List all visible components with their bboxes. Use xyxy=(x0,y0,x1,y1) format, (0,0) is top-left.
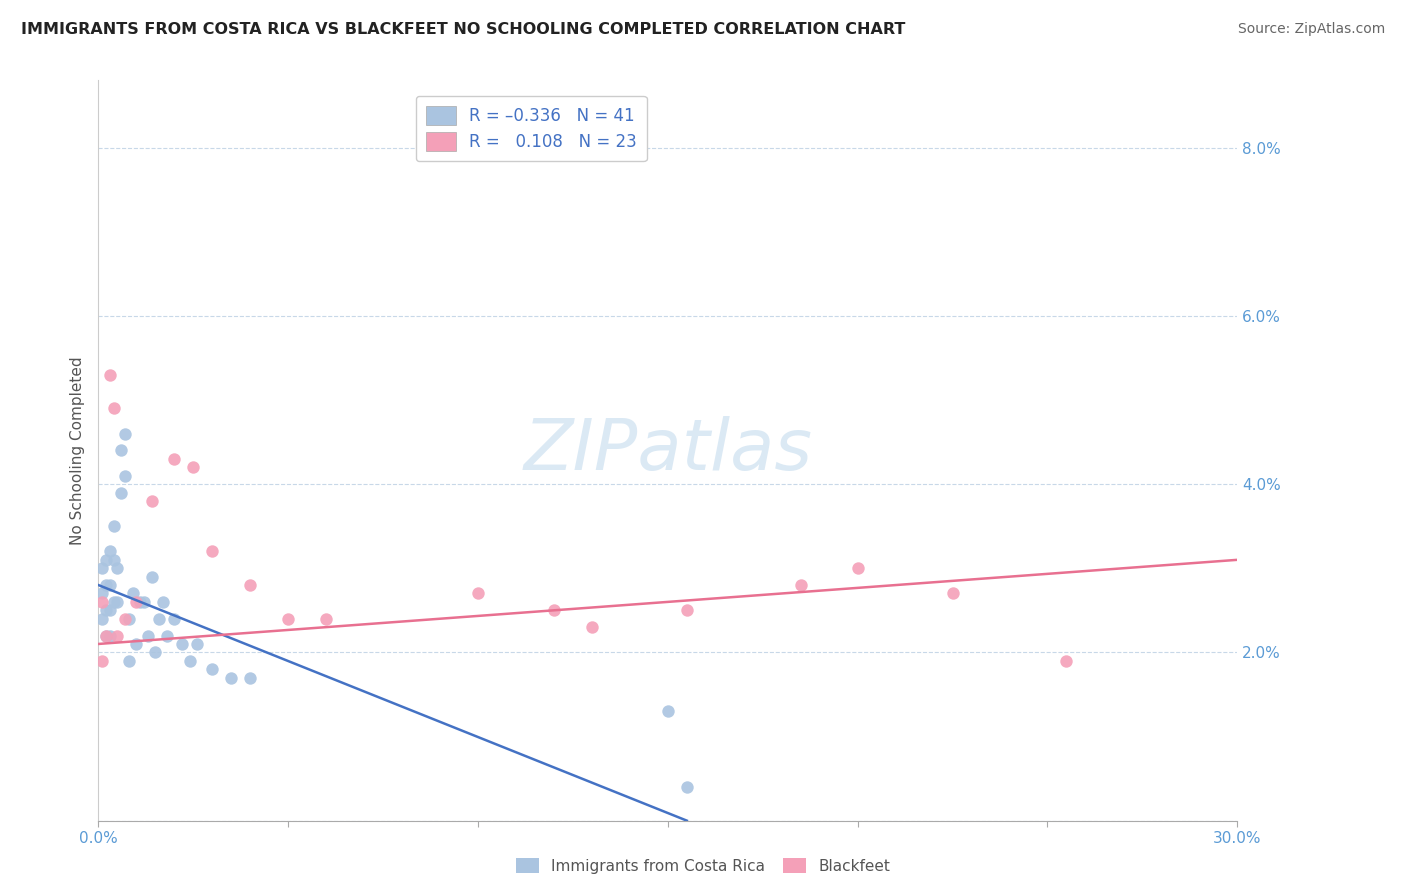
Point xyxy=(315,612,337,626)
Point xyxy=(125,595,148,609)
Legend: R = –0.336   N = 41, R =   0.108   N = 23: R = –0.336 N = 41, R = 0.108 N = 23 xyxy=(416,96,647,161)
Point xyxy=(277,612,299,626)
Point xyxy=(107,595,129,609)
Point xyxy=(239,671,262,685)
Point xyxy=(201,544,224,558)
Point xyxy=(94,628,117,642)
Point xyxy=(543,603,565,617)
Point xyxy=(183,460,205,475)
Point xyxy=(103,519,125,533)
Point xyxy=(1056,654,1078,668)
Point xyxy=(94,553,117,567)
Point xyxy=(91,654,114,668)
Y-axis label: No Schooling Completed: No Schooling Completed xyxy=(69,356,84,545)
Point xyxy=(110,443,132,458)
Point xyxy=(114,612,136,626)
Point xyxy=(110,485,132,500)
Point xyxy=(107,628,129,642)
Point xyxy=(98,368,121,382)
Point xyxy=(114,468,136,483)
Point xyxy=(129,595,152,609)
Point xyxy=(98,544,121,558)
Point xyxy=(467,586,489,600)
Point xyxy=(163,612,186,626)
Point xyxy=(136,628,159,642)
Point xyxy=(201,662,224,676)
Point xyxy=(846,561,869,575)
Point xyxy=(581,620,603,634)
Text: IMMIGRANTS FROM COSTA RICA VS BLACKFEET NO SCHOOLING COMPLETED CORRELATION CHART: IMMIGRANTS FROM COSTA RICA VS BLACKFEET … xyxy=(21,22,905,37)
Point xyxy=(676,603,699,617)
Point xyxy=(91,595,114,609)
Point xyxy=(91,612,114,626)
Point xyxy=(94,628,117,642)
Point xyxy=(114,426,136,441)
Point xyxy=(942,586,965,600)
Legend: Immigrants from Costa Rica, Blackfeet: Immigrants from Costa Rica, Blackfeet xyxy=(509,852,897,880)
Point xyxy=(91,586,114,600)
Point xyxy=(94,578,117,592)
Point xyxy=(657,704,679,718)
Point xyxy=(239,578,262,592)
Text: Source: ZipAtlas.com: Source: ZipAtlas.com xyxy=(1237,22,1385,37)
Point xyxy=(103,595,125,609)
Text: ZIPatlas: ZIPatlas xyxy=(523,416,813,485)
Point xyxy=(152,595,174,609)
Point xyxy=(676,780,699,794)
Point xyxy=(148,612,170,626)
Point xyxy=(221,671,243,685)
Point xyxy=(156,628,179,642)
Point xyxy=(141,494,163,508)
Point xyxy=(118,612,141,626)
Point xyxy=(98,578,121,592)
Point xyxy=(107,561,129,575)
Point xyxy=(121,586,143,600)
Point xyxy=(118,654,141,668)
Point xyxy=(103,401,125,416)
Point xyxy=(179,654,201,668)
Point xyxy=(141,569,163,583)
Point xyxy=(132,595,155,609)
Point xyxy=(125,637,148,651)
Point xyxy=(145,645,167,659)
Point xyxy=(94,603,117,617)
Point xyxy=(98,603,121,617)
Point xyxy=(98,628,121,642)
Point xyxy=(103,553,125,567)
Point xyxy=(790,578,813,592)
Point xyxy=(91,561,114,575)
Point xyxy=(170,637,193,651)
Point xyxy=(186,637,208,651)
Point xyxy=(163,451,186,466)
